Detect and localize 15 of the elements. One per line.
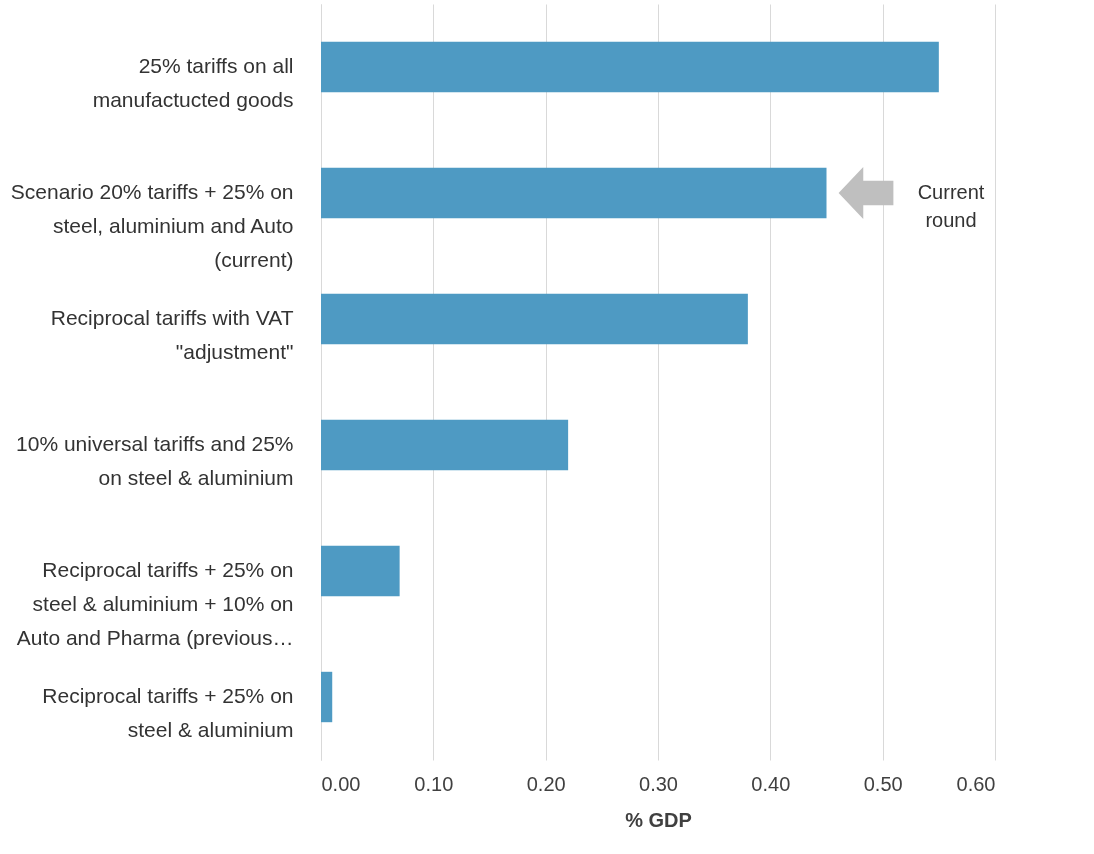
y-tick-label: 10% universal tariffs and 25% on steel & aluminium [16,432,294,489]
y-tick-label: 25% tariffs on all manufactucted goods [92,54,294,111]
y-tick-label: Reciprocal tariffs + 25% on steel & aluminium [42,684,294,741]
x-tick-label: 0.20 [526,772,566,795]
annotation: Current round [917,181,985,231]
x-tick-label: 0.30 [639,772,678,795]
y-tick-label: Reciprocal tariffs with VAT "adjustment" [50,306,294,363]
y-tick-label: Scenario 20% tariffs + 25% on steel, aluminium and Auto (current) [10,180,294,271]
x-tick-label: 0.40 [751,772,791,795]
x-axis-title: % GDP [625,808,692,831]
y-tick-label: Reciprocal tariffs + 25% on steel & aluminium + 10% on Auto and Pharma (previous… [16,558,294,649]
x-tick-label: 0.60 [956,772,996,795]
x-tick-label: 0.50 [863,772,903,795]
x-tick-label: 0.00 [321,772,361,795]
x-tick-label: 0.10 [414,772,454,795]
